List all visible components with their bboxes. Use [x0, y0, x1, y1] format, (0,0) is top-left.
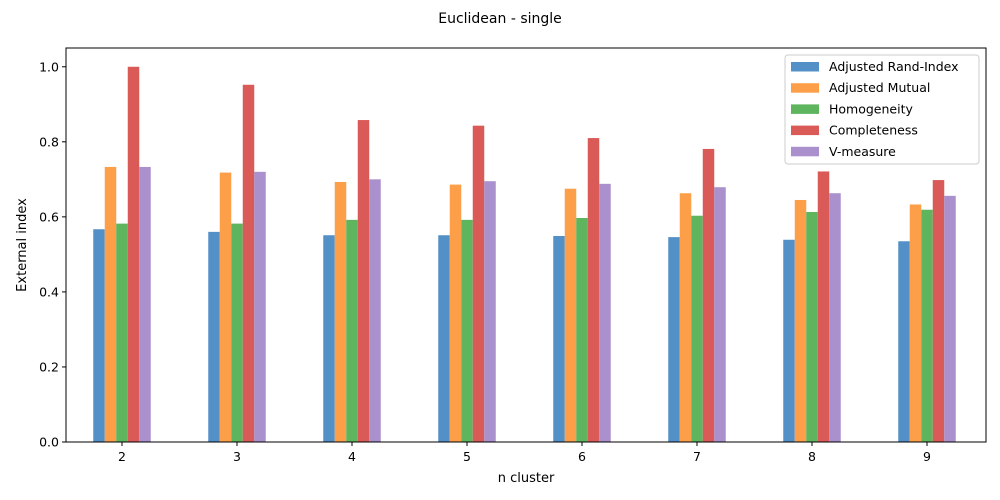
x-axis-label: n cluster — [498, 471, 555, 486]
bar — [449, 184, 462, 442]
bar — [921, 209, 933, 442]
bar — [944, 195, 956, 442]
y-tick-label: 0.2 — [39, 359, 59, 374]
bar — [553, 235, 565, 442]
bar — [93, 229, 105, 442]
legend-swatch — [791, 83, 819, 93]
legend: Adjusted Rand-Index Adjusted Mutual Homoge… — [784, 54, 980, 165]
bar — [484, 181, 496, 442]
chart-title: Euclidean - single — [438, 11, 562, 27]
x-tick-label: 5 — [463, 449, 471, 464]
bar — [806, 211, 818, 442]
bar — [438, 235, 450, 442]
y-tick-label: 0.8 — [39, 134, 59, 149]
bar — [116, 223, 128, 442]
bar — [461, 219, 473, 442]
x-axis: 2 3 4 5 6 7 8 9 — [118, 442, 931, 464]
bar — [794, 199, 807, 442]
x-tick-label: 8 — [808, 449, 816, 464]
bar — [334, 181, 347, 442]
bar — [564, 188, 577, 442]
bar — [242, 84, 255, 443]
bar — [346, 219, 358, 442]
bar — [714, 187, 726, 442]
bar — [323, 235, 335, 442]
bar — [932, 180, 945, 442]
y-tick-label: 0.0 — [39, 435, 59, 450]
y-tick-label: 0.6 — [39, 209, 59, 224]
bar — [702, 148, 715, 442]
legend-label: Homogeneity — [829, 101, 913, 116]
bar — [472, 125, 485, 443]
y-tick-label: 0.4 — [39, 284, 59, 299]
y-axis-label: External index — [15, 198, 30, 292]
legend-swatch — [791, 125, 819, 136]
bar — [139, 166, 151, 442]
bar — [829, 193, 841, 442]
bar — [679, 193, 692, 442]
x-tick-label: 6 — [578, 449, 586, 464]
bar — [219, 172, 232, 442]
x-tick-label: 7 — [693, 449, 701, 464]
bar — [357, 120, 370, 443]
bar — [127, 66, 140, 442]
bar — [599, 183, 611, 442]
bars-group — [93, 66, 956, 443]
bar — [208, 231, 220, 442]
bar — [817, 171, 830, 442]
bar — [254, 171, 266, 442]
legend-label: Adjusted Mutual — [829, 80, 930, 95]
bar — [231, 223, 243, 442]
bar — [668, 237, 680, 442]
bar — [691, 215, 703, 442]
legend-swatch — [791, 62, 819, 72]
plot-frame — [65, 47, 987, 443]
legend-swatch — [791, 104, 819, 114]
bar — [783, 239, 795, 442]
x-tick-label: 3 — [233, 449, 241, 464]
bar — [576, 217, 588, 442]
legend-label: Adjusted Rand-Index — [829, 59, 959, 74]
y-axis: 0.0 0.2 0.4 0.6 0.8 1.0 — [39, 59, 66, 450]
x-tick-label: 4 — [348, 449, 356, 464]
x-tick-label: 9 — [923, 449, 931, 464]
bar — [369, 179, 381, 442]
bar — [898, 241, 910, 442]
y-tick-label: 1.0 — [39, 59, 59, 74]
x-tick-label: 2 — [118, 449, 126, 464]
bar — [909, 204, 922, 442]
legend-label: V-measure — [829, 144, 896, 159]
legend-label: Completeness — [829, 123, 918, 138]
bar — [587, 138, 600, 442]
bar — [104, 166, 117, 442]
legend-items: Adjusted Rand-Index Adjusted Mutual Homoge… — [791, 59, 959, 159]
legend-swatch — [791, 146, 819, 157]
legend-box — [784, 54, 980, 165]
